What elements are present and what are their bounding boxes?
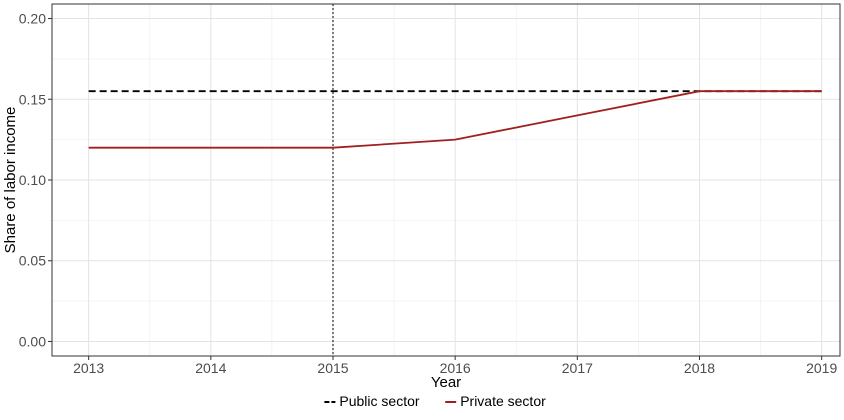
x-axis-title: Year — [431, 374, 461, 391]
legend-label-public-sector: Public sector — [339, 393, 419, 409]
x-tick-label: 2019 — [806, 360, 837, 376]
major-gridlines — [52, 4, 840, 356]
y-tick-label: 0.20 — [19, 11, 46, 27]
x-axis: 2013 2014 2015 2016 2017 2018 2019 — [73, 356, 837, 376]
x-tick-label: 2017 — [562, 360, 593, 376]
y-tick-label: 0.00 — [19, 333, 46, 349]
series-layer — [88, 90, 822, 149]
legend: Public sector Private sector — [324, 393, 546, 409]
x-tick-label: 2015 — [317, 360, 348, 376]
y-axis-title: Share of labor income — [2, 107, 19, 254]
x-tick-label: 2016 — [440, 360, 471, 376]
y-tick-label: 0.15 — [19, 91, 46, 107]
legend-label-private-sector: Private sector — [460, 393, 546, 409]
y-tick-label: 0.10 — [19, 172, 46, 188]
x-tick-label: 2018 — [684, 360, 715, 376]
y-axis: 0.00 0.05 0.10 0.15 0.20 — [19, 11, 52, 349]
x-tick-label: 2013 — [73, 360, 104, 376]
x-tick-label: 2014 — [195, 360, 226, 376]
series-line-private-sector — [88, 90, 822, 149]
y-tick-label: 0.05 — [19, 253, 46, 269]
